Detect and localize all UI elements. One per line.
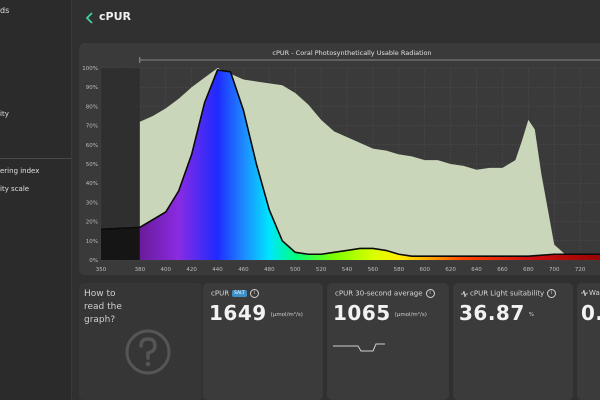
cpur-label-text: cPUR bbox=[211, 289, 230, 298]
y-tick-label: 50% bbox=[86, 162, 98, 168]
x-tick-label: 400 bbox=[161, 267, 172, 273]
cpur-label: cPUR SALT i bbox=[211, 289, 259, 298]
y-tick-label: 0% bbox=[89, 258, 98, 264]
sparkline bbox=[333, 343, 385, 352]
x-tick-label: 700 bbox=[549, 267, 560, 273]
light-suitability-card: cPUR Light suitability i 36.87% bbox=[453, 283, 573, 400]
partial-card: Wa 0. bbox=[577, 283, 600, 400]
y-tick-label: 30% bbox=[86, 200, 98, 206]
y-tick-label: 60% bbox=[86, 143, 98, 149]
x-tick-label: 580 bbox=[394, 267, 405, 273]
info-icon[interactable]: i bbox=[547, 289, 557, 298]
partial-card-label: Wa bbox=[581, 289, 600, 297]
help-text: How to read the graph? bbox=[84, 289, 122, 325]
light-suitability-label: cPUR Light suitability i bbox=[461, 289, 557, 298]
x-tick-label: 380 bbox=[135, 267, 146, 273]
page-title: cPUR bbox=[99, 10, 131, 23]
absorption-fill bbox=[139, 69, 600, 260]
x-tick-label: 480 bbox=[264, 267, 275, 273]
cpur-average-label-text: cPUR 30-second average bbox=[335, 289, 423, 298]
cpur-average-number: 1065 bbox=[333, 301, 391, 325]
cpur-average-value: 1065 (μmol/m²/s) bbox=[333, 301, 427, 325]
cpur-value: 1649 (μmol/m²/s) bbox=[209, 301, 303, 325]
partial-card-value: 0. bbox=[581, 301, 600, 325]
light-suitability-number: 36.87 bbox=[459, 301, 525, 325]
x-tick-label: 440 bbox=[212, 267, 223, 273]
x-tick-label: 420 bbox=[186, 267, 197, 273]
light-suitability-label-text: cPUR Light suitability bbox=[470, 289, 545, 298]
x-tick-label: 600 bbox=[420, 267, 431, 273]
chart-panel: 0% 10% 20% 30% 40% 50% 60% 70% 80% 90% 100% 350 380 4… bbox=[79, 43, 600, 275]
chevron-left-icon[interactable] bbox=[82, 10, 98, 26]
pulse-icon bbox=[581, 289, 588, 297]
absorption-curve bbox=[100, 69, 600, 257]
sidebar-item-fragment[interactable]: ering index bbox=[0, 167, 40, 175]
pulse-icon bbox=[461, 290, 468, 297]
spectrum-chart: 0% 10% 20% 30% 40% 50% 60% 70% 80% 90% 100% 350 380 4… bbox=[82, 49, 600, 273]
y-tick-label: 80% bbox=[86, 104, 98, 110]
light-suitability-value: 36.87% bbox=[459, 301, 534, 325]
cpur-average-card: cPUR 30-second average i 1065 (μmol/m²/s) bbox=[327, 283, 449, 400]
x-tick-label: 500 bbox=[290, 267, 301, 273]
sidebar-item-fragment[interactable]: ity bbox=[0, 110, 9, 118]
x-tick-label: 520 bbox=[316, 267, 327, 273]
sidebar-item-fragment[interactable]: ity scale bbox=[0, 185, 30, 193]
y-tick-label: 10% bbox=[86, 239, 98, 245]
salt-badge: SALT bbox=[232, 290, 247, 297]
cpur-card: cPUR SALT i 1649 (μmol/m²/s) bbox=[203, 283, 323, 400]
x-tick-label: 640 bbox=[471, 267, 482, 273]
info-icon[interactable]: i bbox=[425, 289, 435, 298]
sidebar-divider bbox=[0, 158, 71, 159]
chart-title: cPUR - Coral Photosynthetically Usable R… bbox=[272, 49, 431, 57]
x-tick-label: 350 bbox=[96, 267, 107, 273]
x-tick-label: 680 bbox=[523, 267, 534, 273]
cpur-value-number: 1649 bbox=[209, 301, 267, 325]
uv-absorption-fill bbox=[101, 227, 140, 260]
x-tick-label: 560 bbox=[368, 267, 379, 273]
y-tick-label: 90% bbox=[86, 85, 98, 91]
x-tick-label: 620 bbox=[445, 267, 456, 273]
cpur-average-unit: (μmol/m²/s) bbox=[394, 311, 427, 318]
page-header: cPUR bbox=[72, 0, 600, 38]
y-tick-label: 20% bbox=[86, 220, 98, 226]
cpur-average-label: cPUR 30-second average i bbox=[335, 289, 435, 298]
partial-card-label-text: Wa bbox=[589, 289, 600, 297]
x-tick-label: 720 bbox=[575, 267, 586, 273]
info-icon[interactable]: i bbox=[249, 289, 259, 298]
sidebar: ds ity ering index ity scale bbox=[0, 0, 72, 400]
question-mark-icon bbox=[125, 329, 171, 375]
help-card[interactable]: How to read the graph? bbox=[79, 283, 202, 400]
sidebar-item-fragment[interactable]: ds bbox=[0, 6, 10, 15]
x-tick-label: 660 bbox=[497, 267, 508, 273]
x-tick-label: 540 bbox=[342, 267, 353, 273]
x-tick-label: 460 bbox=[238, 267, 249, 273]
y-tick-label: 100% bbox=[82, 66, 98, 72]
y-tick-label: 40% bbox=[86, 181, 98, 187]
cpur-unit: (μmol/m²/s) bbox=[270, 311, 303, 318]
light-suitability-unit: % bbox=[528, 311, 534, 318]
y-tick-label: 70% bbox=[86, 124, 98, 130]
